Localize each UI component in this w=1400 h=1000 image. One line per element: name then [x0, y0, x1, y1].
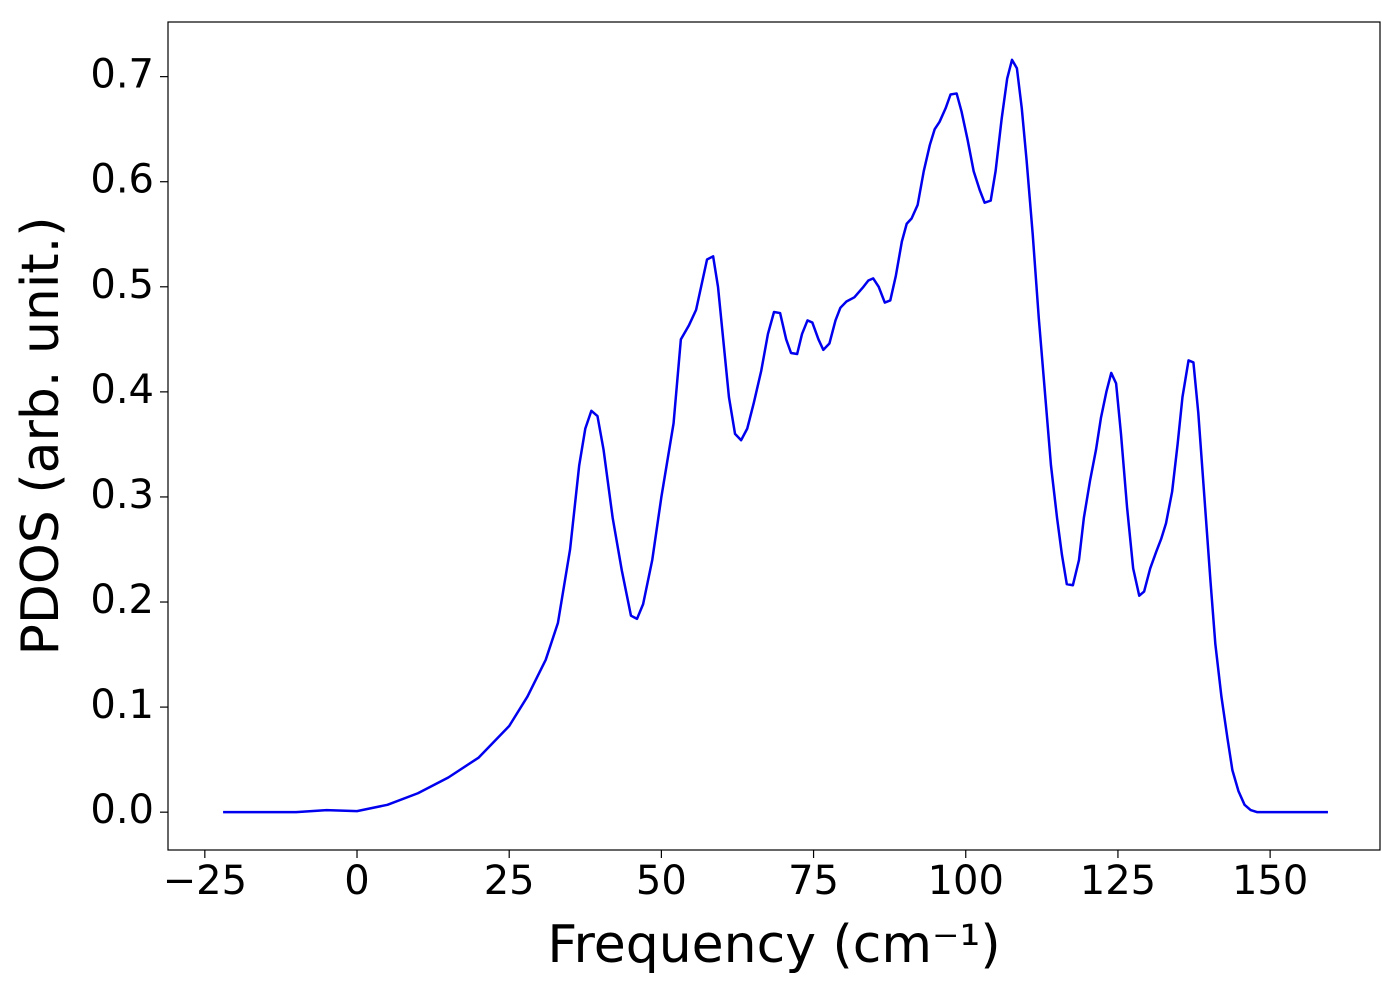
y-axis-label: PDOS (arb. unit.): [11, 216, 71, 655]
y-tick-label: 0.2: [90, 577, 154, 623]
y-tick-label: 0.0: [90, 787, 154, 833]
x-tick-label: 125: [1080, 858, 1156, 904]
data-line: [223, 58, 1328, 814]
x-tick-label: 0: [344, 858, 369, 904]
x-tick-label: 100: [928, 858, 1004, 904]
y-tick-label: 0.5: [90, 262, 154, 308]
y-tick-label: 0.6: [90, 157, 154, 203]
x-tick-label: 50: [636, 858, 687, 904]
x-axis-label: Frequency (cm⁻¹): [547, 915, 1000, 975]
x-tick-label: 150: [1232, 858, 1308, 904]
x-tick-label: 75: [788, 858, 839, 904]
plot-frame: [167, 21, 1381, 851]
x-tick-label: 25: [484, 858, 535, 904]
y-tick-label: 0.7: [90, 52, 154, 98]
y-tick-label: 0.1: [90, 682, 154, 728]
y-tick-label: 0.3: [90, 472, 154, 518]
y-tick-label: 0.4: [90, 367, 154, 413]
x-tick-label: −25: [163, 858, 247, 904]
